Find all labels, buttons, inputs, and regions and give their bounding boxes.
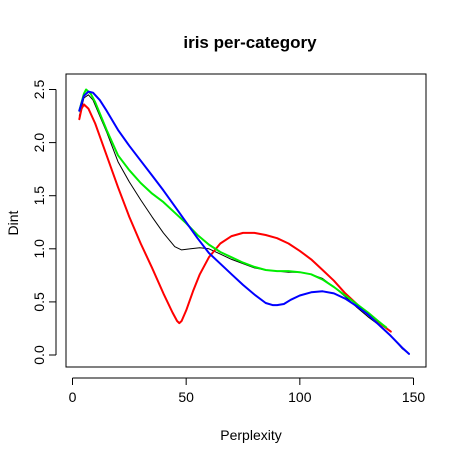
y-tick-label: 1.0 bbox=[31, 239, 47, 259]
y-tick-label: 2.0 bbox=[31, 133, 47, 153]
series-line-2 bbox=[78, 88, 388, 329]
series-layer bbox=[78, 88, 410, 355]
chart-title: iris per-category bbox=[183, 33, 317, 52]
plot-frame bbox=[65, 73, 427, 368]
x-tick-label: 100 bbox=[288, 389, 312, 405]
y-tick-label: 1.5 bbox=[31, 186, 47, 206]
x-axis-label: Perplexity bbox=[220, 427, 281, 443]
series-line-1 bbox=[78, 103, 392, 333]
x-axis: 0 50 100 150 bbox=[69, 377, 426, 405]
x-tick-label: 150 bbox=[402, 389, 426, 405]
y-tick-label: 0.5 bbox=[31, 292, 47, 312]
series-line-0 bbox=[78, 94, 410, 355]
y-axis-label: Dint bbox=[5, 210, 21, 235]
y-axis: 0.0 0.5 1.0 1.5 2.0 2.5 bbox=[31, 80, 57, 365]
y-tick-label: 2.5 bbox=[31, 80, 47, 100]
x-tick-label: 0 bbox=[69, 389, 77, 405]
series-line-3 bbox=[78, 90, 410, 355]
y-tick-label: 0.0 bbox=[31, 345, 47, 365]
x-tick-label: 50 bbox=[178, 389, 194, 405]
